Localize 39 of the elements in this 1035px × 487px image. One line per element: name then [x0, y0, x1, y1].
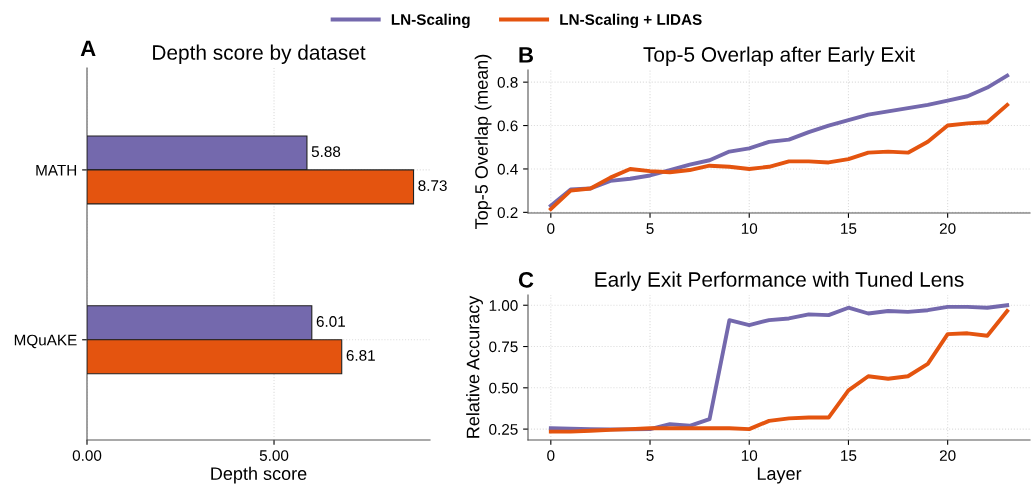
- y-axis-title: Top-5 Overlap (mean): [474, 54, 492, 229]
- x-tick-label: 15: [841, 223, 857, 234]
- y-axis-title: Relative Accuracy: [466, 295, 483, 438]
- x-tick-label: 10: [741, 223, 758, 234]
- line-series: [548, 102, 1010, 212]
- text: C: [518, 271, 534, 288]
- y-tick-label: 0.8: [497, 77, 518, 88]
- x-tick-label: 0.00: [72, 450, 102, 461]
- y-tick-label: 0.6: [497, 120, 518, 132]
- chart-title: Top-5 Overlap after Early Exit: [643, 46, 915, 66]
- x-axis-title: Depth score: [211, 466, 307, 484]
- y-tick-label: 0.75: [489, 341, 518, 353]
- legend-label: LN-Scaling + LIDAS: [560, 13, 702, 29]
- data-label: 5.88: [311, 146, 341, 158]
- x-tick-label: 15: [841, 450, 857, 461]
- data-label: 6.81: [346, 350, 375, 361]
- text: A: [80, 40, 96, 56]
- x-axis-title: Layer: [757, 467, 802, 484]
- data-label: 6.01: [316, 316, 345, 327]
- data-label: 8.73: [418, 180, 447, 192]
- y-tick-label: 0.50: [489, 382, 518, 394]
- chart-title: Depth score by dataset: [153, 44, 366, 64]
- y-tick-label: 1.00: [489, 300, 518, 311]
- x-tick-label: 5.00: [259, 450, 289, 461]
- x-tick-label: 10: [741, 450, 758, 461]
- y-tick-label: 0.4: [497, 163, 518, 175]
- y-tick-label: 0.2: [497, 207, 518, 219]
- text: B: [519, 47, 533, 63]
- y-tick-label: MATH: [36, 164, 77, 176]
- chart-title: Early Exit Performance with Tuned Lens: [595, 271, 964, 291]
- x-tick-label: 0: [547, 450, 555, 461]
- x-tick-label: 0: [547, 223, 555, 234]
- x-tick-label: 20: [939, 223, 956, 234]
- legend-label: LN-Scaling: [391, 13, 470, 29]
- y-tick-label: MQuAKE: [14, 334, 77, 349]
- y-tick-label: 0.25: [489, 423, 518, 435]
- x-tick-label: 5: [646, 223, 654, 234]
- x-tick-label: 20: [939, 450, 956, 461]
- x-tick-label: 5: [646, 450, 654, 461]
